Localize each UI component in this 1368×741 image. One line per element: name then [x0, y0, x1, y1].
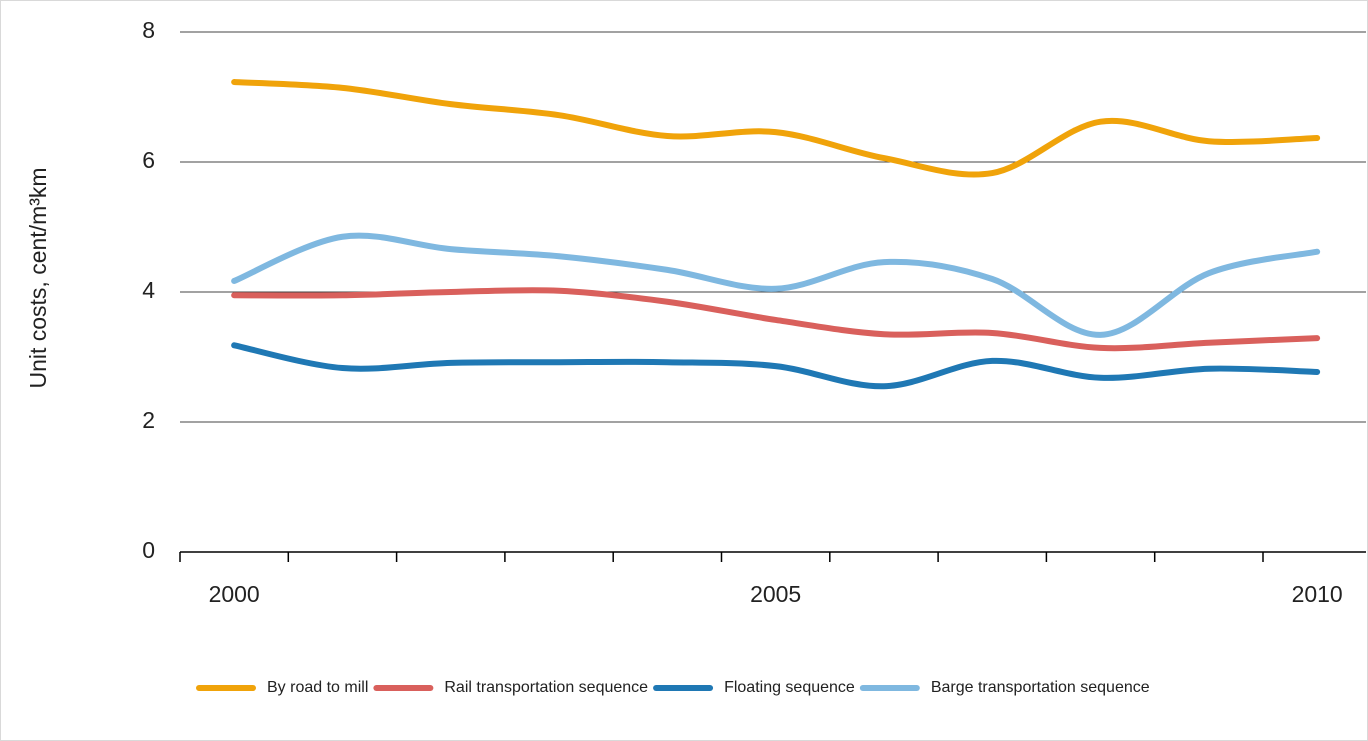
legend-label: Floating sequence — [724, 679, 855, 696]
y-tick-label: 0 — [142, 537, 155, 563]
x-tick-label: 2010 — [1292, 581, 1343, 607]
legend-label: By road to mill — [267, 679, 368, 696]
x-tick-label: 2005 — [750, 581, 801, 607]
y-axis-title: Unit costs, cent/m³km — [25, 167, 51, 388]
line-series — [231, 79, 1321, 178]
line-series — [231, 342, 1321, 390]
line-series — [231, 232, 1321, 338]
legend-label: Barge transportation sequence — [931, 679, 1150, 696]
y-tick-label: 6 — [142, 147, 155, 173]
x-tick-label: 2000 — [209, 581, 260, 607]
line-series — [231, 287, 1321, 352]
y-tick-label: 8 — [142, 17, 155, 43]
y-tick-label: 2 — [142, 407, 155, 433]
legend-label: Rail transportation sequence — [444, 679, 648, 696]
y-tick-label: 4 — [142, 277, 155, 303]
